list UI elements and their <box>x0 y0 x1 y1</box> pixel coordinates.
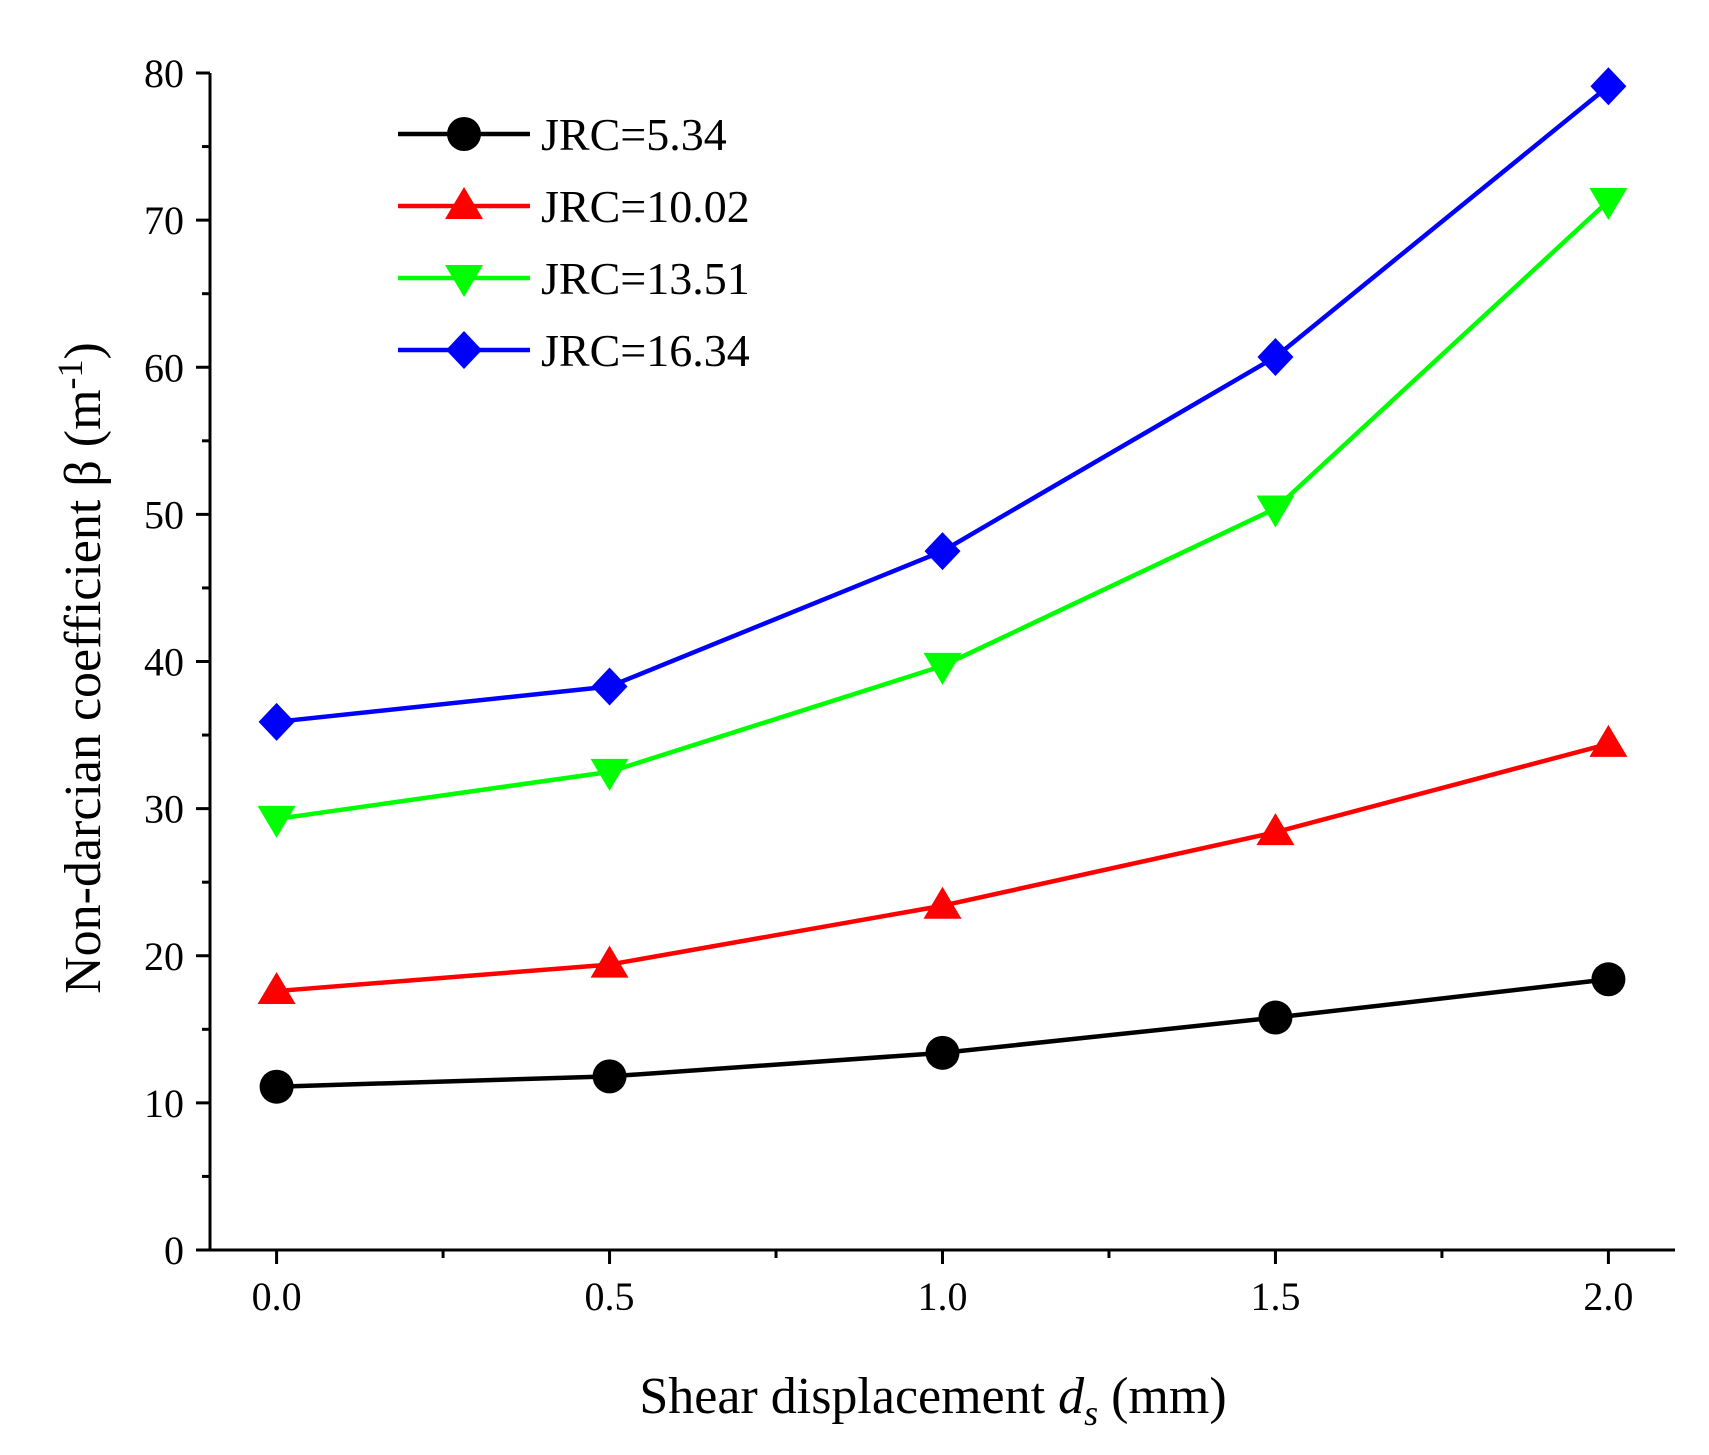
series-line-2 <box>276 199 1610 822</box>
y-tick-label: 10 <box>144 1081 184 1126</box>
data-point <box>259 1069 294 1104</box>
y-axis-title: Non-darcian coefficient β (m-1) <box>50 342 112 994</box>
data-point <box>592 1059 627 1094</box>
x-axis-title: Shear displacement ds (mm) <box>639 1368 1226 1433</box>
data-point <box>258 702 295 741</box>
data-point <box>923 652 962 685</box>
x-tick-label: 1.0 <box>918 1274 968 1319</box>
data-point <box>257 972 296 1005</box>
data-point <box>591 667 628 706</box>
data-point <box>590 758 629 791</box>
legend-label: JRC=16.34 <box>541 325 750 376</box>
legend-label: JRC=5.34 <box>541 109 727 160</box>
series-line-3 <box>276 84 1610 725</box>
legend-marker <box>446 331 482 369</box>
data-point <box>1256 813 1295 846</box>
y-tick-label: 20 <box>144 934 184 979</box>
legend-marker <box>447 117 481 151</box>
axes: 0.0 0.5 1.0 1.5 2.0 0 10 20 30 40 50 60 70 80 <box>144 51 1675 1319</box>
data-point <box>590 945 629 978</box>
legend: JRC=5.34 JRC=10.02 JRC=13.51 JRC=16.34 <box>398 109 750 376</box>
data-point <box>924 532 961 571</box>
y-tick-label: 40 <box>144 640 184 685</box>
series-markers <box>257 67 1628 1104</box>
series-lines <box>276 84 1610 1089</box>
data-point <box>1589 187 1628 220</box>
data-point <box>257 805 296 838</box>
y-tick-label: 30 <box>144 787 184 832</box>
legend-label: JRC=10.02 <box>541 181 750 232</box>
y-tick-label: 0 <box>164 1228 184 1273</box>
legend-label: JRC=13.51 <box>541 253 750 304</box>
x-tick-label: 0.0 <box>252 1274 302 1319</box>
series-line-0 <box>276 977 1609 1089</box>
y-tick-label: 70 <box>144 198 184 243</box>
x-tick-label: 0.5 <box>585 1274 635 1319</box>
data-point <box>1590 67 1627 106</box>
x-tick-label: 2.0 <box>1583 1274 1633 1319</box>
legend-marker <box>445 187 483 219</box>
data-point <box>1591 962 1626 997</box>
data-point <box>925 1035 960 1070</box>
legend-marker <box>445 265 483 297</box>
data-point <box>1258 1000 1293 1035</box>
series-line-1 <box>276 741 1609 994</box>
data-point <box>923 886 962 919</box>
y-tick-label: 60 <box>144 345 184 390</box>
data-point <box>1257 337 1294 376</box>
y-tick-label: 50 <box>144 492 184 537</box>
y-tick-label: 80 <box>144 51 184 96</box>
x-tick-label: 1.5 <box>1250 1274 1300 1319</box>
data-point <box>1589 724 1628 757</box>
data-point <box>1256 495 1295 528</box>
